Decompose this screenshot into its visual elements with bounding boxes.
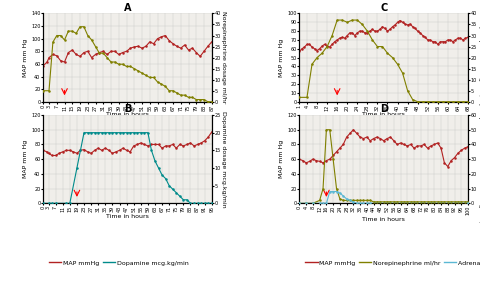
X-axis label: Time in hours: Time in hours (362, 112, 405, 117)
Title: A: A (124, 3, 131, 13)
Y-axis label: MAP mm Hg: MAP mm Hg (279, 39, 285, 77)
X-axis label: Time in hours: Time in hours (362, 217, 405, 222)
Legend: MAP mmHg, Dopamine mcg.kg/min: MAP mmHg, Dopamine mcg.kg/min (47, 258, 191, 268)
Legend: MAP mmHg, Norepinephrine ml/hr, Adrenaline ml/hr: MAP mmHg, Norepinephrine ml/hr, Adrenali… (302, 258, 480, 268)
Title: B: B (124, 104, 131, 114)
Y-axis label: Norepinephrine and Adrenaline dosage ml/hr: Norepinephrine and Adrenaline dosage ml/… (478, 88, 480, 230)
Title: C: C (380, 3, 387, 13)
Title: D: D (380, 104, 388, 114)
Y-axis label: Norepinephrine dosage ml/hr: Norepinephrine dosage ml/hr (478, 11, 480, 104)
Y-axis label: MAP mm Hg: MAP mm Hg (23, 39, 28, 77)
Y-axis label: Norepinephrine dosage ml/hr: Norepinephrine dosage ml/hr (221, 11, 227, 104)
Legend: MAP mmHg, Norepinephrine ml/hr: MAP mmHg, Norepinephrine ml/hr (302, 156, 443, 167)
X-axis label: Time in hours: Time in hours (106, 112, 149, 117)
Y-axis label: MAP mm Hg: MAP mm Hg (23, 140, 28, 178)
Y-axis label: MAP mm Hg: MAP mm Hg (279, 140, 285, 178)
Legend: MAP mmHg, Norepinephrine ml/hr: MAP mmHg, Norepinephrine ml/hr (47, 156, 187, 167)
Y-axis label: Dopamine dosage mcg.kg/min: Dopamine dosage mcg.kg/min (221, 111, 227, 208)
X-axis label: Time in hours: Time in hours (106, 214, 149, 219)
